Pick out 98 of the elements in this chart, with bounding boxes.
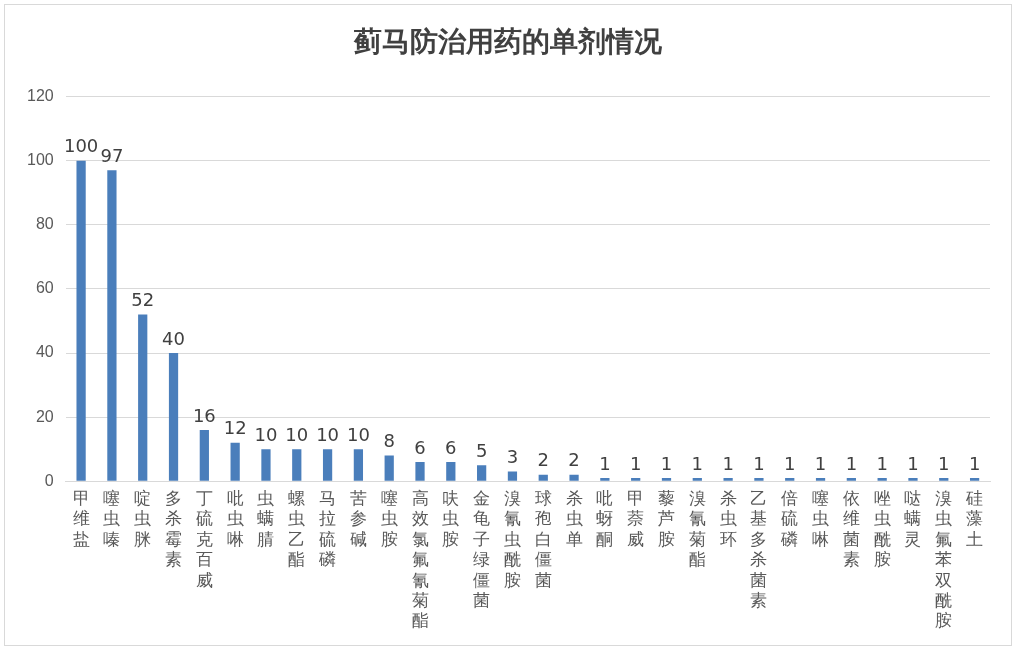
x-tick-label: 溴氰虫酰胺 (503, 489, 521, 590)
data-label: 40 (162, 327, 185, 349)
data-label: 6 (414, 436, 426, 458)
x-tick-label: 马拉硫磷 (318, 489, 337, 570)
bar (692, 478, 702, 481)
x-tick-label: 苦参碱 (349, 489, 367, 549)
data-label: 12 (223, 417, 247, 439)
x-tick-label: 杀虫单 (565, 489, 583, 549)
y-tick-label: 120 (26, 87, 54, 105)
data-label: 1 (784, 452, 796, 474)
data-label: 1 (722, 452, 734, 474)
bar (384, 455, 394, 481)
data-label: 97 (100, 144, 124, 166)
bar (199, 429, 209, 481)
data-label: 52 (131, 289, 155, 311)
x-tick-label: 金龟子绿僵菌 (473, 489, 491, 611)
y-tick-label: 40 (35, 343, 54, 361)
x-tick-label: 甲萘威 (627, 489, 645, 549)
y-tick-label: 100 (26, 151, 54, 169)
bar (477, 465, 487, 481)
x-tick-label: 溴氰菊酯 (688, 489, 706, 570)
x-tick-label: 吡虫啉 (226, 489, 244, 549)
bar (569, 474, 579, 481)
bar (107, 170, 117, 481)
data-label: 1 (845, 452, 858, 474)
bar (138, 314, 148, 481)
data-label: 1 (599, 452, 611, 474)
bar (261, 449, 271, 481)
x-tick-label: 高效氯氟氰菊酯 (411, 489, 429, 631)
x-tick-label: 螺虫乙酯 (288, 489, 306, 570)
x-tick-label: 噻虫胺 (380, 489, 398, 549)
x-tick-label: 硅藻土 (965, 489, 984, 549)
data-label: 8 (383, 430, 395, 452)
x-tick-label: 吡蚜酮 (596, 489, 614, 549)
data-label: 2 (537, 449, 549, 471)
x-tick-label: 甲维盐 (72, 489, 90, 549)
data-label: 100 (63, 135, 99, 157)
data-label: 1 (691, 452, 704, 474)
x-tick-label: 杀虫环 (719, 489, 737, 549)
bar (538, 474, 548, 481)
bar (631, 478, 641, 481)
bar (754, 478, 764, 481)
bar (600, 478, 610, 481)
bar (353, 449, 364, 481)
y-tick-label: 20 (35, 407, 54, 425)
x-tick-label: 乙基多杀菌素 (750, 489, 768, 611)
x-tick-label: 噻虫啉 (812, 489, 830, 549)
x-tick-label: 哒螨灵 (904, 489, 922, 549)
y-tick-label: 80 (35, 215, 54, 233)
bar (846, 478, 856, 481)
bar (939, 478, 949, 481)
data-label: 10 (285, 423, 309, 445)
x-tick-label: 唑虫酰胺 (873, 489, 891, 570)
data-label: 1 (938, 452, 950, 474)
bar (908, 478, 918, 481)
bar (168, 353, 179, 481)
bar (415, 461, 425, 481)
x-tick-label: 球孢白僵菌 (534, 489, 552, 590)
bar (969, 478, 980, 481)
bar (507, 471, 518, 481)
x-tick-label: 多杀霉素 (165, 489, 183, 570)
data-label: 5 (475, 439, 488, 461)
data-label: 10 (316, 423, 340, 445)
bar (661, 478, 672, 481)
x-tick-label: 啶虫脒 (134, 489, 152, 549)
bar (230, 442, 240, 481)
bar (76, 160, 86, 481)
data-label: 1 (907, 452, 919, 474)
chart-title: 蓟马防治用药的单剂情况 (353, 24, 663, 60)
data-label: 1 (629, 452, 642, 474)
data-label: 1 (814, 452, 827, 474)
x-tick-label: 丁硫克百威 (195, 489, 213, 590)
bar (723, 478, 733, 481)
x-tick-label: 溴虫氟苯双酰胺 (935, 489, 953, 631)
data-label: 1 (876, 452, 888, 474)
x-tick-label: 依维菌素 (842, 489, 860, 570)
x-tick-label: 藜芦胺 (657, 489, 675, 549)
data-label: 1 (968, 452, 981, 474)
bar (815, 478, 826, 481)
x-tick-label: 噻虫嗪 (103, 489, 121, 549)
data-label: 10 (346, 423, 370, 445)
bar (877, 478, 887, 481)
bar (785, 478, 795, 481)
x-tick-label: 虫螨腈 (257, 489, 275, 549)
y-tick-label: 0 (44, 471, 54, 489)
data-label: 16 (192, 404, 216, 426)
bar (322, 449, 333, 481)
data-label: 3 (506, 446, 519, 468)
y-tick-label: 60 (35, 279, 54, 297)
data-label: 10 (254, 423, 278, 445)
data-label: 1 (660, 452, 673, 474)
bar (446, 461, 456, 481)
x-tick-label: 呋虫胺 (442, 489, 460, 549)
data-label: 6 (445, 436, 457, 458)
x-tick-label: 倍硫磷 (780, 489, 799, 549)
data-label: 2 (568, 449, 580, 471)
bar (292, 449, 302, 481)
data-label: 1 (753, 452, 765, 474)
